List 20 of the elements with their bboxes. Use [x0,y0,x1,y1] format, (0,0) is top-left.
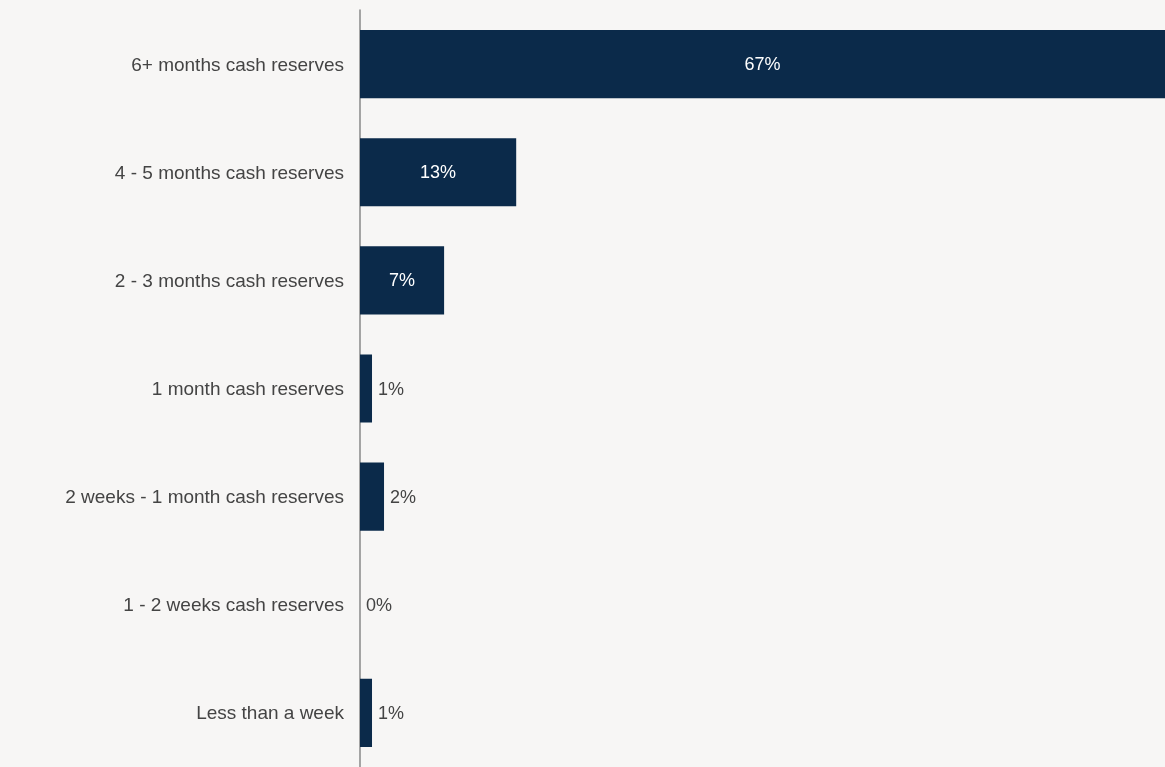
y-tick-label: 2 weeks - 1 month cash reserves [65,486,344,508]
y-tick-label: 4 - 5 months cash reserves [114,161,344,183]
data-label: 1% [378,702,405,723]
data-label: 7% [389,270,416,291]
y-tick-label: 6+ months cash reserves [131,53,344,75]
y-tick-label: Less than a week [196,702,345,724]
data-label: 1% [378,378,405,399]
bar [360,354,373,423]
data-label: 2% [390,486,417,507]
bar [360,678,373,747]
data-label: 67% [744,54,781,75]
data-label: 13% [420,162,457,183]
bar [360,462,385,531]
bar [360,30,1165,99]
bar [360,246,445,315]
y-tick-label: 1 - 2 weeks cash reserves [123,594,344,616]
y-tick-label: 1 month cash reserves [151,378,344,399]
bar [360,138,517,207]
data-label: 0% [366,594,393,615]
y-tick-label: 2 - 3 months cash reserves [114,269,344,291]
